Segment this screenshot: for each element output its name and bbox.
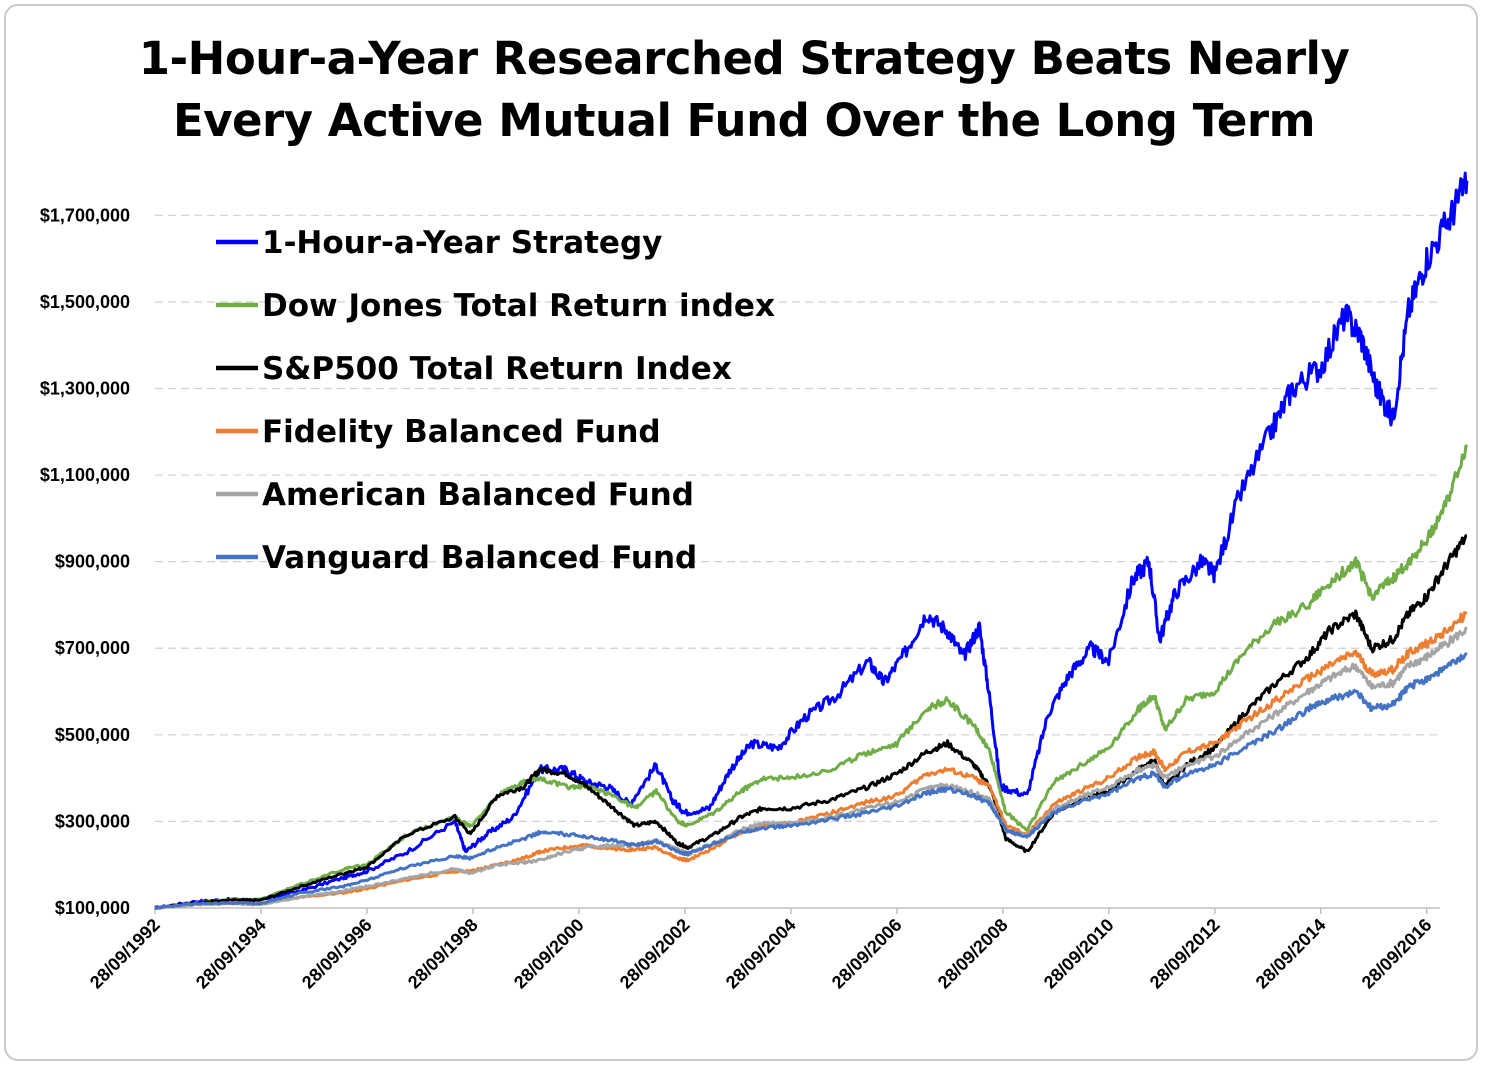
y-tick-label: $700,000 — [55, 638, 130, 658]
gridlines — [155, 214, 1440, 823]
chart-title-line-2: Every Active Mutual Fund Over the Long T… — [172, 94, 1316, 147]
legend-item: American Balanced Fund — [262, 477, 694, 513]
chart-title: 1-Hour-a-Year Researched Strategy Beats … — [0, 28, 1488, 152]
x-tick-label: 28/09/2006 — [828, 915, 906, 993]
x-tick-label: 28/09/2000 — [510, 915, 588, 993]
x-tick-label: 28/09/1992 — [86, 915, 164, 993]
series-line — [154, 611, 1468, 910]
legend-item: S&P500 Total Return Index — [262, 351, 732, 387]
y-tick-label: $1,100,000 — [40, 465, 130, 485]
x-tick-label: 28/09/2010 — [1040, 915, 1118, 993]
chart-frame — [4, 4, 1478, 1061]
x-tick-label: 28/09/2004 — [722, 915, 800, 993]
series-lines — [154, 171, 1469, 910]
legend-item: Vanguard Balanced Fund — [262, 540, 697, 576]
y-axis: $100,000 $300,000 $500,000 $700,000 $900,000… — [40, 205, 130, 918]
chart-title-line-1: 1-Hour-a-Year Researched Strategy Beats … — [138, 32, 1350, 85]
legend-item: 1-Hour-a-Year Strategy — [262, 225, 662, 261]
x-tick-label: 28/09/1996 — [298, 915, 376, 993]
series-line — [154, 626, 1468, 910]
legend-item: Fidelity Balanced Fund — [262, 414, 661, 450]
series-line — [154, 534, 1468, 910]
x-tick-label: 28/09/1994 — [192, 915, 270, 993]
x-tick-label: 28/09/1998 — [404, 915, 482, 993]
y-tick-label: $900,000 — [55, 552, 130, 572]
y-tick-label: $500,000 — [55, 725, 130, 745]
x-tick-label: 28/09/2002 — [616, 915, 694, 993]
y-tick-label: $1,300,000 — [40, 378, 130, 398]
x-axis: 28/09/1992 28/09/1994 28/09/1996 28/09/1998… — [86, 907, 1440, 993]
x-tick-label: 28/09/2016 — [1358, 915, 1436, 993]
x-tick-label: 28/09/2014 — [1252, 915, 1330, 993]
series-line — [154, 652, 1468, 910]
series-line — [154, 171, 1469, 910]
x-tick-label: 28/09/2012 — [1146, 915, 1224, 993]
x-tick-label: 28/09/2008 — [934, 915, 1012, 993]
y-tick-label: $1,500,000 — [40, 292, 130, 312]
y-tick-label: $1,700,000 — [40, 205, 130, 225]
legend: 1-Hour-a-Year Strategy Dow Jones Total Re… — [216, 225, 775, 576]
y-tick-label: $300,000 — [55, 811, 130, 831]
legend-item: Dow Jones Total Return index — [262, 288, 775, 324]
series-line — [154, 443, 1469, 910]
y-tick-label: $100,000 — [55, 898, 130, 918]
